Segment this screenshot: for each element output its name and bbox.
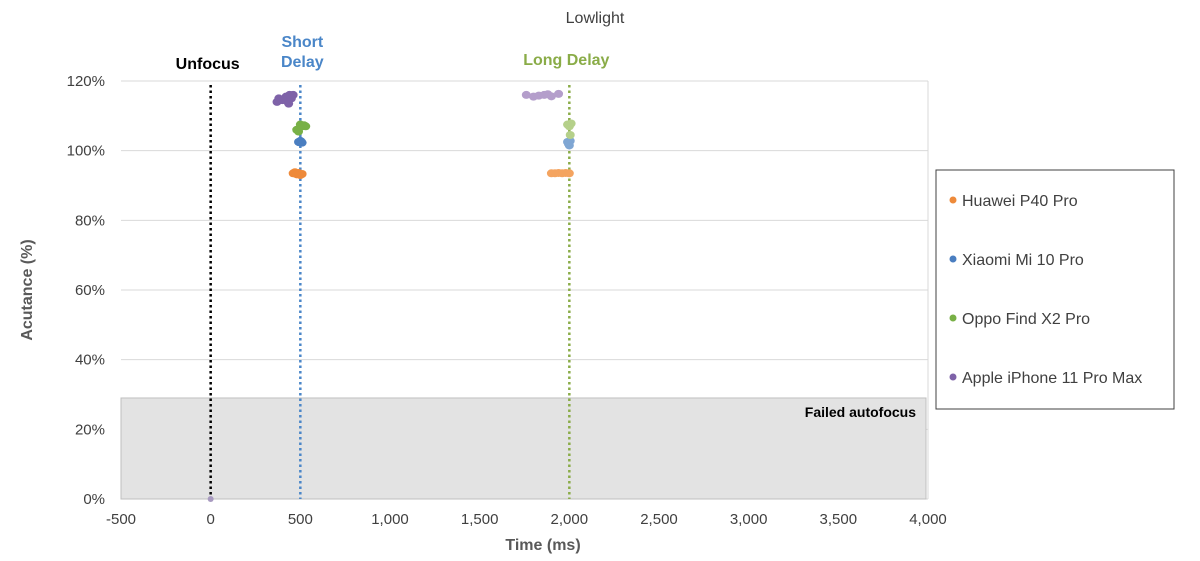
legend-entry: Apple iPhone 11 Pro Max [962, 370, 1142, 387]
unfocus-point [207, 496, 214, 502]
legend-entry: Xiaomi Mi 10 Pro [962, 252, 1084, 269]
data-point [294, 138, 304, 147]
legend-marker [949, 373, 957, 381]
data-point [284, 99, 294, 108]
y-tick-label: 20% [75, 421, 105, 438]
data-point [294, 127, 304, 136]
legend: Huawei P40 Pro Xiaomi Mi 10 Pro Oppo Find … [935, 169, 1175, 410]
data-point [564, 169, 574, 178]
legend-marker [949, 314, 957, 322]
reference-label: Unfocus [176, 56, 240, 73]
y-tick-label: 80% [75, 212, 105, 229]
plot-area: Failed autofocus -500 0 500 1,000 1,500 2,000 2… [67, 34, 947, 528]
data-point [301, 122, 311, 131]
chart-title: Lowlight [566, 10, 625, 27]
x-tick-label: 1,500 [461, 511, 499, 528]
legend-marker [949, 196, 957, 204]
data-point [563, 139, 573, 148]
x-tick-label: 0 [206, 511, 214, 528]
y-tick-label: 60% [75, 282, 105, 299]
failed-autofocus-region [120, 397, 927, 500]
x-axis-label: Time (ms) [505, 537, 580, 554]
x-tick-label: 3,500 [820, 511, 858, 528]
x-tick-label: 3,000 [730, 511, 768, 528]
reference-label: Delay [281, 54, 324, 71]
y-axis-label: Acutance (%) [19, 239, 36, 340]
data-point [288, 90, 298, 99]
x-tick-label: 2,000 [551, 511, 589, 528]
x-tick-label: 1,000 [371, 511, 409, 528]
reference-label: Short [281, 34, 323, 51]
data-point [521, 90, 531, 99]
legend-entry: Huawei P40 Pro [962, 193, 1078, 210]
legend-box [935, 169, 1175, 410]
y-tick-label: 0% [83, 491, 105, 508]
data-point [297, 170, 307, 179]
x-tick-label: 500 [288, 511, 313, 528]
data-point [554, 89, 564, 98]
x-tick-label: 4,000 [909, 511, 947, 528]
reference-label: Long Delay [523, 52, 609, 69]
failed-autofocus-label: Failed autofocus [805, 404, 916, 420]
y-tick-label: 120% [67, 73, 105, 90]
data-point [546, 92, 556, 101]
x-tick-label: -500 [106, 511, 136, 528]
data-point [565, 130, 575, 139]
legend-entry: Oppo Find X2 Pro [962, 311, 1090, 328]
legend-marker [949, 255, 957, 263]
data-point [566, 119, 576, 128]
y-tick-label: 100% [67, 143, 105, 160]
x-tick-label: 2,500 [640, 511, 678, 528]
y-tick-label: 40% [75, 352, 105, 369]
